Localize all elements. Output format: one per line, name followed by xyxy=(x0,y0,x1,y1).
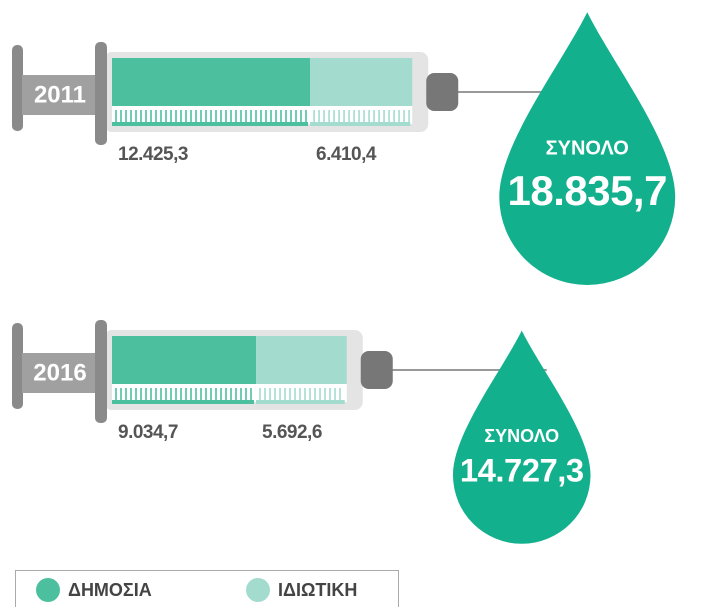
total-value: 14.727,3 xyxy=(460,451,584,488)
flange xyxy=(95,42,107,145)
value-label: 5.692,6 xyxy=(262,422,322,443)
tick-strip xyxy=(112,106,412,124)
hub xyxy=(426,73,458,111)
bar xyxy=(256,336,347,384)
total-value: 18.835,7 xyxy=(508,167,667,214)
value-label: 9.034,7 xyxy=(118,422,178,443)
page: {"chart_data": {"type": "syringe-bar", "… xyxy=(0,0,702,607)
value-label: 6.410,4 xyxy=(316,144,377,165)
bar xyxy=(310,58,412,106)
value-label: 12.425,3 xyxy=(118,144,188,165)
scale-base xyxy=(112,400,254,404)
legend-label: ΔΗΜΟΣΙΑ xyxy=(68,580,152,600)
chart: 2011 12.425,3 6.410,4 ΣΥΝΟΛΟ 18.835,7 2016 9.0… xyxy=(0,0,702,607)
bar xyxy=(112,58,310,106)
tick-strip xyxy=(112,384,347,402)
legend-swatch xyxy=(246,578,270,602)
flange xyxy=(95,320,107,423)
bar xyxy=(112,336,256,384)
legend-swatch xyxy=(36,578,60,602)
scale-base xyxy=(112,122,308,126)
total-title: ΣΥΝΟΛΟ xyxy=(546,137,629,159)
scale-base xyxy=(310,122,410,126)
scale-base xyxy=(256,400,345,404)
plunger-rod xyxy=(12,323,23,409)
hub xyxy=(361,351,393,389)
plunger-rod xyxy=(12,45,23,131)
legend-label: ΙΔΙΩΤΙΚΗ xyxy=(278,580,357,600)
total-title: ΣΥΝΟΛΟ xyxy=(484,426,559,446)
year-label: 2016 xyxy=(33,359,86,386)
year-label: 2011 xyxy=(34,81,86,108)
